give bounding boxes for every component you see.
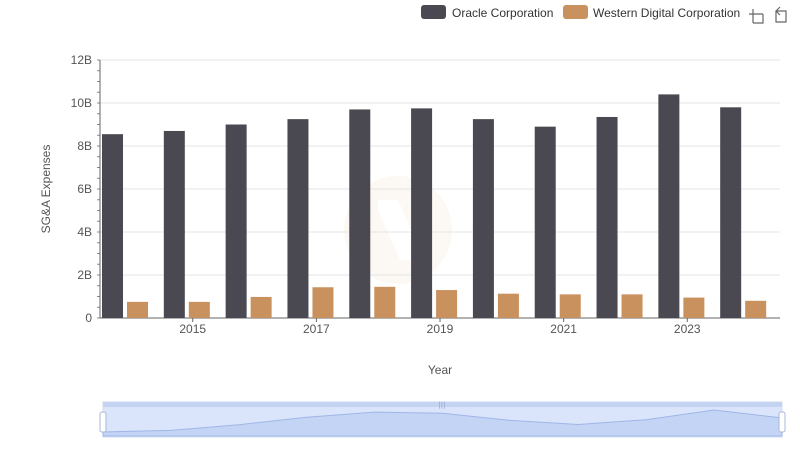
y-tick-label: 10B — [71, 96, 92, 110]
bar-oracle-2017[interactable] — [287, 119, 309, 318]
bar-oracle-2014[interactable] — [102, 134, 123, 318]
x-tick-label: 2019 — [427, 322, 454, 336]
bar-western-digital-2022[interactable] — [621, 294, 643, 318]
bar-oracle-2016[interactable] — [225, 124, 247, 319]
data-zoom-grip: ||| — [438, 401, 445, 409]
legend-item-western-digital[interactable]: Western Digital Corporation — [563, 5, 740, 20]
reset-icon[interactable] — [775, 6, 787, 23]
x-tick-label: 2015 — [179, 322, 206, 336]
bar-oracle-2019[interactable] — [411, 108, 433, 318]
legend-swatch-western-digital — [563, 5, 588, 19]
bar-oracle-2015[interactable] — [163, 130, 185, 318]
bar-oracle-2024[interactable] — [720, 107, 742, 318]
x-axis: 2015 2017 2019 2021 2023 — [100, 317, 780, 336]
data-zoom-top-bar[interactable] — [103, 402, 782, 407]
data-zoom-preview-area — [102, 409, 783, 437]
zoom-icon[interactable] — [749, 9, 764, 24]
data-zoom-handle-right[interactable] — [778, 411, 786, 433]
legend-label-oracle: Oracle Corporation — [452, 6, 553, 20]
y-axis: 0 2B 4B 6B 8B 10B 12B — [71, 53, 101, 325]
y-axis-title: SG&A Expenses — [39, 145, 53, 234]
y-tick-label: 2B — [77, 268, 92, 282]
bar-western-digital-2023[interactable] — [683, 297, 705, 318]
bar-oracle-2020[interactable] — [472, 119, 494, 318]
legend-item-oracle[interactable]: Oracle Corporation — [421, 5, 553, 20]
bar-oracle-2018[interactable] — [349, 109, 371, 318]
y-tick-label: 4B — [77, 225, 92, 239]
bar-western-digital-2017[interactable] — [312, 287, 334, 318]
y-tick-label: 6B — [77, 182, 92, 196]
bars[interactable] — [102, 94, 767, 319]
bar-oracle-2021[interactable] — [534, 126, 556, 319]
y-tick-label: 12B — [71, 53, 92, 67]
bar-oracle-2023[interactable] — [658, 94, 680, 319]
bar-oracle-2022[interactable] — [596, 116, 618, 318]
x-tick-label: 2023 — [674, 322, 701, 336]
x-tick-label: 2021 — [550, 322, 577, 336]
bar-western-digital-2021[interactable] — [559, 294, 581, 318]
bar-western-digital-2020[interactable] — [497, 293, 519, 318]
legend[interactable]: Oracle Corporation Western Digital Corpo… — [421, 5, 740, 20]
data-zoom-handle-left[interactable] — [99, 411, 107, 433]
data-zoom-slider[interactable]: ||| — [99, 401, 786, 438]
y-tick-label: 8B — [77, 139, 92, 153]
bar-western-digital-2014[interactable] — [127, 301, 148, 318]
legend-label-western-digital: Western Digital Corporation — [593, 6, 740, 20]
bar-western-digital-2018[interactable] — [374, 286, 396, 318]
bar-western-digital-2016[interactable] — [250, 296, 272, 318]
bar-western-digital-2015[interactable] — [188, 301, 210, 318]
x-tick-label: 2017 — [303, 322, 330, 336]
y-tick-label: 0 — [85, 311, 92, 325]
x-axis-title: Year — [428, 363, 452, 377]
bar-western-digital-2024[interactable] — [745, 300, 767, 318]
legend-swatch-oracle — [421, 5, 446, 19]
bar-western-digital-2019[interactable] — [436, 290, 458, 318]
